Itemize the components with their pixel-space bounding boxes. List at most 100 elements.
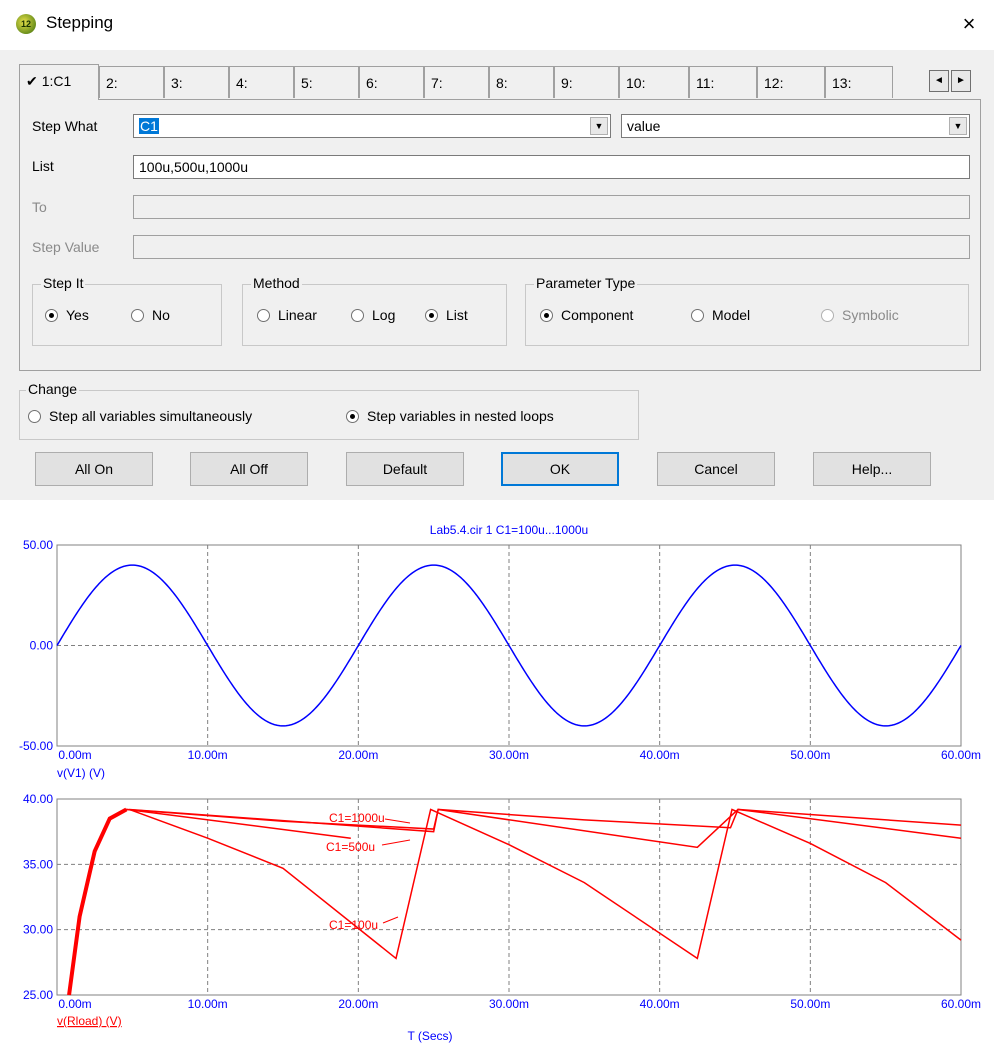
all-off-button[interactable]: All Off [190, 452, 308, 486]
default-button[interactable]: Default [346, 452, 464, 486]
step-it-no-radio[interactable]: No [131, 307, 170, 323]
vload-plot: 0.00m 10.00m 20.00m 30.00m 40.00m 50.00m 60.00… [23, 792, 981, 1043]
chevron-down-icon[interactable]: ▼ [949, 117, 967, 135]
series-line [126, 808, 351, 839]
radio-selected-icon [540, 308, 553, 322]
y-tick-label: 50.00 [23, 538, 53, 552]
tab-4[interactable]: 4: [229, 66, 294, 98]
chevron-down-icon[interactable]: ▼ [590, 117, 608, 135]
x-tick-label: 30.00m [489, 748, 529, 762]
tab-13[interactable]: 13: [825, 66, 893, 98]
tab-7[interactable]: 7: [424, 66, 489, 98]
step-what-dropdown[interactable]: C1 ▼ [133, 114, 611, 138]
scroll-left-icon[interactable]: ◄ [929, 70, 949, 92]
tab-label: 11: [696, 75, 715, 91]
x-tick-label: 40.00m [640, 997, 680, 1011]
cancel-button[interactable]: Cancel [657, 452, 775, 486]
step-it-yes-radio[interactable]: Yes [45, 307, 89, 323]
close-button[interactable]: × [962, 11, 976, 36]
list-input[interactable]: 100u,500u,1000u [133, 155, 970, 179]
radio-label: Yes [66, 307, 89, 323]
tab-12[interactable]: 12: [757, 66, 825, 98]
parameter-model-radio[interactable]: Model [691, 307, 750, 323]
method-linear-radio[interactable]: Linear [257, 307, 317, 323]
y-tick-label: 35.00 [23, 857, 53, 871]
tab-8[interactable]: 8: [489, 66, 554, 98]
tab-11[interactable]: 11: [689, 66, 757, 98]
tab-scroll: ◄ ► [929, 70, 973, 92]
tab-label: 13: [832, 75, 852, 91]
series-line [67, 807, 128, 996]
method-list-radio[interactable]: List [425, 307, 468, 323]
tab-3[interactable]: 3: [164, 66, 229, 98]
vin-plot: 0.00m 10.00m 20.00m 30.00m 40.00m 50.00m 60.00… [19, 523, 981, 780]
radio-label: Step all variables simultaneously [49, 408, 253, 424]
change-title: Change [26, 381, 80, 397]
all-on-button[interactable]: All On [35, 452, 153, 486]
title-bar: 12 Stepping × [0, 0, 994, 50]
annotation-leader [384, 818, 411, 824]
series-line [68, 808, 962, 996]
scroll-right-icon[interactable]: ► [951, 70, 971, 92]
tab-5[interactable]: 5: [294, 66, 359, 98]
help-button[interactable]: Help... [813, 452, 931, 486]
to-input [133, 195, 970, 219]
tab-10[interactable]: 10: [619, 66, 689, 98]
x-axis-label: T (Secs) [407, 1029, 452, 1043]
radio-selected-icon [425, 308, 438, 322]
tab-6[interactable]: 6: [359, 66, 424, 98]
tab-label: 3: [171, 75, 183, 91]
tab-label: 6: [366, 75, 378, 91]
parameter-type-group: Parameter Type Component Model Symbolic [525, 275, 969, 346]
series-line [129, 808, 962, 960]
tab-label: 5: [301, 75, 313, 91]
radio-label: Log [372, 307, 396, 323]
method-title: Method [251, 275, 302, 291]
x-tick-label: 50.00m [790, 748, 830, 762]
x-tick-label: 40.00m [640, 748, 680, 762]
y-tick-label: 40.00 [23, 792, 53, 806]
window-title: Stepping [46, 13, 114, 32]
step-it-title: Step It [41, 275, 86, 291]
tab-label: 9: [561, 75, 573, 91]
radio-label: Symbolic [842, 307, 899, 323]
y-axis-label: v(V1) (V) [57, 766, 105, 780]
x-tick-label: 20.00m [338, 748, 378, 762]
y-tick-label: -50.00 [19, 739, 53, 753]
radio-selected-icon [45, 308, 58, 322]
x-tick-label: 0.00m [58, 997, 91, 1011]
radio-label: No [152, 307, 170, 323]
parameter-component-radio[interactable]: Component [540, 307, 633, 323]
property-dropdown[interactable]: value ▼ [621, 114, 970, 138]
ok-button[interactable]: OK [501, 452, 619, 486]
tab-label: 12: [764, 75, 784, 91]
tab-label: 4: [236, 75, 248, 91]
change-simultaneous-radio[interactable]: Step all variables simultaneously [28, 408, 252, 424]
x-tick-label: 10.00m [188, 997, 228, 1011]
tab-label: 8: [496, 75, 508, 91]
change-nested-radio[interactable]: Step variables in nested loops [346, 408, 554, 424]
radio-label: Step variables in nested loops [367, 408, 554, 424]
radio-label: Linear [278, 307, 317, 323]
x-tick-label: 30.00m [489, 997, 529, 1011]
tab-label: 7: [431, 75, 443, 91]
tab-9[interactable]: 9: [554, 66, 619, 98]
step-what-label: Step What [32, 118, 98, 134]
step-value-label: Step Value [32, 239, 100, 255]
parameter-type-title: Parameter Type [534, 275, 638, 291]
tab-label: 2: [106, 75, 118, 91]
method-log-radio[interactable]: Log [351, 307, 395, 323]
radio-label: List [446, 307, 468, 323]
x-tick-label: 50.00m [790, 997, 830, 1011]
tab-2[interactable]: 2: [99, 66, 164, 98]
series-annotation: C1=500u [326, 840, 375, 854]
radio-unselected-icon [257, 308, 270, 322]
series-annotation: C1=100u [329, 918, 378, 932]
list-label: List [32, 158, 54, 174]
property-value: value [627, 118, 661, 134]
radio-label: Model [712, 307, 751, 323]
tab-1[interactable]: ✔ 1:C1 [19, 64, 99, 100]
radio-label: Component [561, 307, 634, 323]
radio-selected-icon [346, 409, 359, 423]
annotation-leader [381, 839, 411, 846]
